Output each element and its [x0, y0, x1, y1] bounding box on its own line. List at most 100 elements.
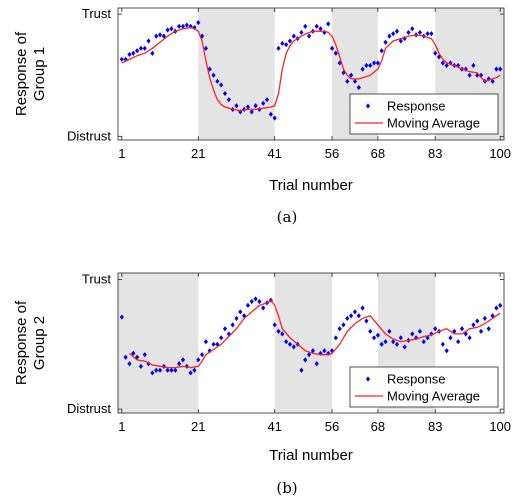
legend-label-moving-average: Moving Average	[387, 116, 480, 131]
response-point	[326, 21, 331, 27]
response-point	[284, 42, 289, 48]
x-tick-label: 1	[118, 146, 125, 161]
response-point	[345, 78, 350, 84]
response-point	[299, 29, 304, 36]
response-point	[280, 331, 285, 337]
response-point	[284, 339, 289, 345]
response-point	[394, 28, 400, 34]
response-point	[360, 305, 365, 311]
figure-caption: (b)	[276, 479, 297, 497]
response-point	[127, 361, 132, 367]
x-tick-label: 1	[118, 419, 125, 434]
x-tick-label: 100	[489, 146, 511, 161]
response-point	[356, 84, 361, 91]
response-point	[234, 103, 239, 109]
response-point	[123, 56, 128, 62]
response-point	[436, 54, 442, 60]
response-point	[154, 33, 159, 39]
x-axis-label: Trial number	[269, 177, 353, 194]
response-point	[467, 335, 472, 341]
response-point	[398, 38, 403, 44]
response-point	[180, 23, 186, 29]
response-point	[364, 62, 369, 69]
response-point	[138, 363, 144, 369]
response-point	[268, 111, 273, 117]
response-point	[131, 350, 136, 356]
response-point	[211, 341, 216, 347]
response-point	[398, 335, 403, 341]
response-point	[234, 315, 239, 321]
response-point	[165, 27, 170, 33]
y-tick-label: Trust	[82, 6, 112, 21]
response-point	[245, 104, 251, 110]
response-point	[490, 78, 495, 84]
response-point	[188, 23, 193, 29]
response-point	[272, 322, 277, 328]
response-point	[119, 56, 124, 62]
response-point	[303, 23, 308, 29]
response-point	[352, 78, 358, 84]
legend-marker-response	[365, 376, 371, 382]
response-point	[371, 60, 377, 66]
response-point	[157, 32, 163, 38]
y-axis-label-line: Group 1	[31, 47, 48, 101]
response-point	[387, 328, 392, 334]
response-point	[394, 341, 400, 347]
response-point	[177, 361, 182, 367]
plot-frame	[117, 7, 505, 141]
legend-label-moving-average: Moving Average	[387, 389, 480, 404]
response-point	[329, 45, 335, 51]
response-point	[135, 48, 140, 54]
response-point	[444, 348, 449, 354]
response-point	[287, 38, 293, 44]
response-point	[123, 354, 128, 360]
response-point	[146, 38, 151, 44]
response-point	[291, 33, 296, 39]
response-point	[471, 322, 476, 328]
response-point	[245, 302, 251, 309]
response-point	[203, 45, 208, 51]
response-point	[257, 298, 262, 305]
response-point	[169, 26, 174, 32]
response-point	[406, 29, 411, 36]
x-tick-label: 100	[489, 419, 511, 434]
response-point	[192, 367, 197, 373]
response-point	[169, 367, 174, 373]
response-point	[261, 305, 266, 311]
response-point	[333, 335, 338, 341]
response-point	[226, 331, 231, 337]
response-point	[478, 72, 484, 78]
response-point	[345, 315, 350, 321]
response-point	[391, 339, 396, 345]
y-tick-label: Trust	[82, 271, 112, 286]
moving-average-line	[129, 299, 501, 369]
response-point	[180, 357, 186, 363]
response-point	[161, 33, 166, 39]
response-point	[429, 31, 434, 37]
legend-box	[349, 366, 499, 408]
response-point	[219, 82, 224, 88]
response-point	[272, 115, 277, 121]
response-point	[375, 332, 380, 338]
response-point	[253, 103, 258, 109]
response-point	[391, 31, 396, 37]
response-point	[192, 24, 197, 31]
response-point	[222, 326, 228, 332]
response-point	[314, 361, 319, 367]
chart-panel-1: 1 21 41 56 68 83 100 Distrust Trust Response Movin…	[13, 6, 511, 226]
y-axis-label: Response ofGroup 2	[13, 300, 48, 385]
x-tick-label: 21	[191, 146, 205, 161]
x-tick-label: 41	[267, 146, 281, 161]
y-axis-label-line: Response of	[13, 31, 30, 116]
response-point	[440, 341, 445, 347]
response-point	[421, 339, 426, 345]
figure-caption: (a)	[277, 208, 298, 226]
response-point	[383, 339, 388, 345]
response-point	[131, 50, 136, 56]
x-tick-label: 68	[371, 419, 385, 434]
legend-box	[349, 93, 499, 135]
response-point	[349, 72, 354, 78]
x-tick-label: 41	[267, 419, 281, 434]
response-point	[307, 352, 312, 358]
